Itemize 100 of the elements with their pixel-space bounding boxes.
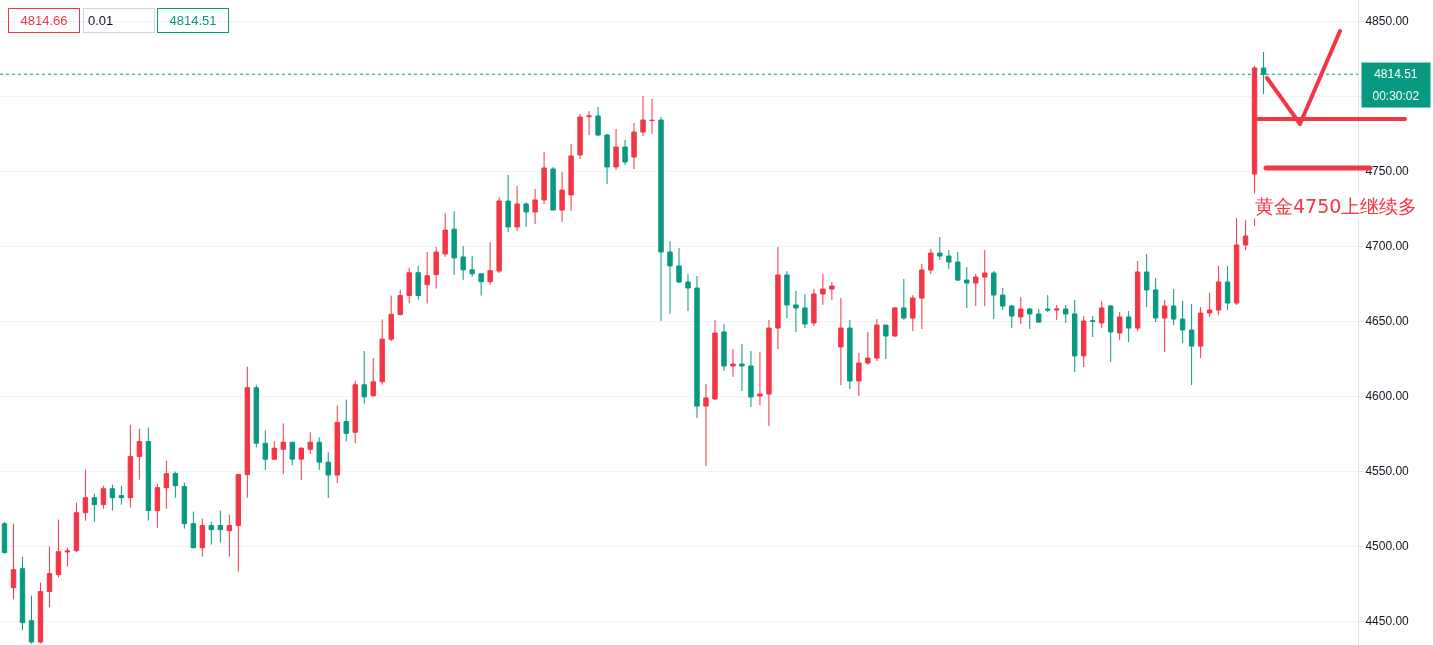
candlestick <box>523 201 529 228</box>
candlestick <box>847 319 853 390</box>
candlestick <box>640 95 646 137</box>
annotation: 4814.66 <box>20 13 68 28</box>
candlestick <box>1098 300 1105 329</box>
candlestick <box>487 241 493 286</box>
candlestick <box>1063 304 1069 324</box>
candlestick <box>694 275 700 419</box>
candlestick <box>199 518 206 558</box>
candlestick <box>1072 299 1078 373</box>
candlestick <box>226 514 233 558</box>
annotation: 黄金4750上继续多 <box>1255 195 1418 217</box>
candlestick <box>721 323 727 372</box>
candlestick <box>127 424 134 509</box>
candlestick <box>388 295 394 342</box>
candlestick <box>685 273 691 312</box>
candlestick <box>73 502 80 553</box>
y-tick-label: 4450.00 <box>1365 614 1410 629</box>
candlestick <box>1242 219 1249 251</box>
candlestick <box>946 249 952 270</box>
candlestick <box>100 485 107 510</box>
candlestick <box>775 246 781 350</box>
candlestick <box>550 166 556 211</box>
candlestick <box>424 251 430 304</box>
candlestick <box>1107 304 1114 363</box>
candlestick <box>379 318 385 386</box>
candlestick <box>1233 217 1240 306</box>
candlestick <box>28 595 35 644</box>
candlestick <box>190 511 197 550</box>
candlestick <box>577 113 583 160</box>
candlestick <box>532 188 538 225</box>
candlestick <box>1206 292 1213 318</box>
candlestick <box>703 383 709 467</box>
candlestick <box>604 133 610 185</box>
candlestick <box>1143 253 1150 308</box>
candlestick <box>793 290 799 333</box>
candlestick <box>46 546 53 608</box>
candlestick <box>910 294 916 332</box>
y-tick-label: 4700.00 <box>1365 239 1410 254</box>
candlestick <box>1197 306 1204 359</box>
candlestick <box>1215 265 1222 316</box>
candlestick <box>451 210 457 276</box>
candlestick <box>505 174 511 233</box>
candlestick <box>1125 310 1132 343</box>
candlestick <box>1036 308 1042 324</box>
candlestick <box>442 212 448 258</box>
candlestick <box>1152 277 1159 323</box>
candlestick <box>631 122 637 170</box>
candlestick <box>118 485 125 506</box>
candlestick <box>307 431 313 455</box>
candlestick <box>316 436 322 471</box>
candlestick <box>325 451 331 499</box>
candlestick <box>757 351 763 406</box>
annotation: 0.01 <box>88 13 114 28</box>
candlestick <box>973 273 979 307</box>
candlestick <box>865 331 871 366</box>
candlestick <box>235 473 242 573</box>
candlestick <box>460 245 466 281</box>
candlestick <box>262 429 269 471</box>
candlestick <box>370 357 376 398</box>
candlestick <box>397 289 403 316</box>
candlestick <box>172 471 179 499</box>
candlestick <box>676 247 682 284</box>
candlestick <box>919 263 925 330</box>
candlestick <box>730 348 736 378</box>
candlestick <box>1179 300 1186 344</box>
candlestick <box>109 484 116 512</box>
candlestick <box>928 248 934 275</box>
candlestick <box>280 422 286 475</box>
candlestick <box>820 273 826 306</box>
candlestick <box>883 324 889 360</box>
candlestick <box>145 427 152 522</box>
candlestick <box>514 185 520 232</box>
candlestick <box>1089 315 1096 338</box>
candlestick <box>478 273 484 296</box>
candlestick <box>1116 311 1123 341</box>
candlestick <box>1224 265 1231 311</box>
candlestick <box>964 266 970 309</box>
candlestick <box>469 255 475 278</box>
candlestick <box>1054 304 1060 321</box>
candlestick <box>892 306 898 338</box>
candlestick <box>1000 287 1006 311</box>
candlestick <box>10 523 17 600</box>
candlestick <box>37 582 44 644</box>
candlestick <box>568 143 574 212</box>
candlestick <box>955 251 961 282</box>
candlestick <box>829 281 835 301</box>
candlestick <box>667 240 673 315</box>
y-tick-label: 4600.00 <box>1365 389 1410 404</box>
candlestick <box>766 319 772 427</box>
candlestick <box>1161 299 1168 353</box>
candlestick <box>595 106 601 137</box>
candlestick <box>1188 303 1195 386</box>
candlestick <box>244 366 251 499</box>
candlestick <box>208 521 215 546</box>
candlestick <box>64 547 71 568</box>
candlestick <box>154 483 161 529</box>
candlestick <box>982 249 988 307</box>
candlestick <box>811 288 817 327</box>
candlestick <box>361 350 367 405</box>
